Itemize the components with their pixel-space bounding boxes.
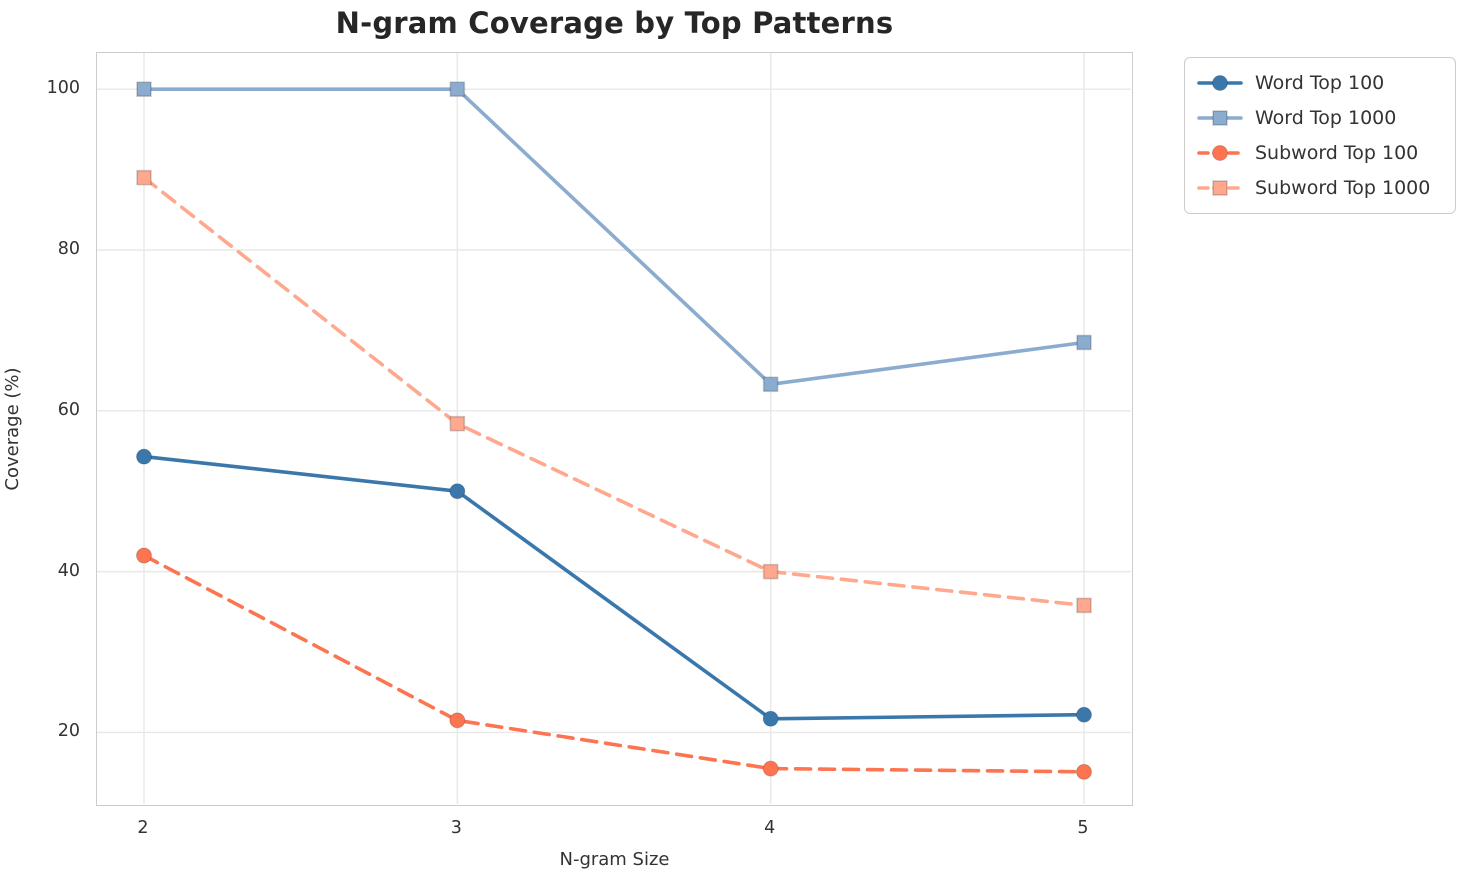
series-line [142,175,1086,608]
y-tick-label: 40 [57,560,80,581]
data-point-marker [449,415,466,432]
data-point-marker [449,483,466,500]
data-point-marker [762,376,779,393]
legend-item: Word Top 1000 [1197,105,1441,131]
y-tick-label: 20 [57,721,80,742]
y-tick-label: 100 [46,78,80,99]
legend-label: Word Top 1000 [1255,107,1397,129]
y-axis-label: Coverage (%) [2,367,23,491]
data-point-marker [1076,597,1092,614]
plot-area [96,52,1133,806]
data-point-marker [1076,763,1092,780]
legend-marker [1212,145,1228,161]
legend-marker [1212,110,1228,126]
legend-item: Word Top 100 [1197,70,1441,96]
data-point-marker [762,563,779,580]
chart-title: N-gram Coverage by Top Patterns [335,6,894,40]
series-line [142,553,1086,774]
data-point-marker [449,712,466,729]
plot-canvas [97,53,1131,804]
legend: Word Top 100 Word Top 1000 Subword Top 100… [1184,57,1456,214]
data-point-marker [136,448,152,465]
series-line [142,454,1086,721]
data-point-marker [449,81,466,97]
x-tick-label: 5 [1077,818,1089,838]
legend-item: Subword Top 1000 [1197,175,1441,201]
y-tick-label: 60 [57,399,80,420]
legend-label: Subword Top 1000 [1255,177,1431,199]
data-point-marker [136,81,152,97]
legend-marker [1212,75,1228,91]
series-line [142,87,1086,387]
data-point-marker [762,760,779,777]
legend-label: Subword Top 100 [1255,142,1419,164]
data-point-marker [1076,706,1092,723]
legend-line-sample [1197,110,1243,126]
y-tick-label: 80 [57,238,80,259]
data-point-marker [136,169,152,186]
data-point-marker [762,710,779,727]
legend-marker [1212,180,1228,196]
legend-line-sample [1197,75,1243,91]
data-point-marker [1076,334,1092,351]
legend-line-sample [1197,145,1243,161]
x-tick-label: 3 [450,818,462,838]
legend-line-sample [1197,180,1243,196]
x-axis-label: N-gram Size [559,849,670,870]
legend-item: Subword Top 100 [1197,140,1441,166]
legend-label: Word Top 100 [1255,72,1385,94]
data-point-marker [136,547,152,564]
x-tick-label: 4 [764,818,776,838]
x-tick-label: 2 [137,818,149,838]
